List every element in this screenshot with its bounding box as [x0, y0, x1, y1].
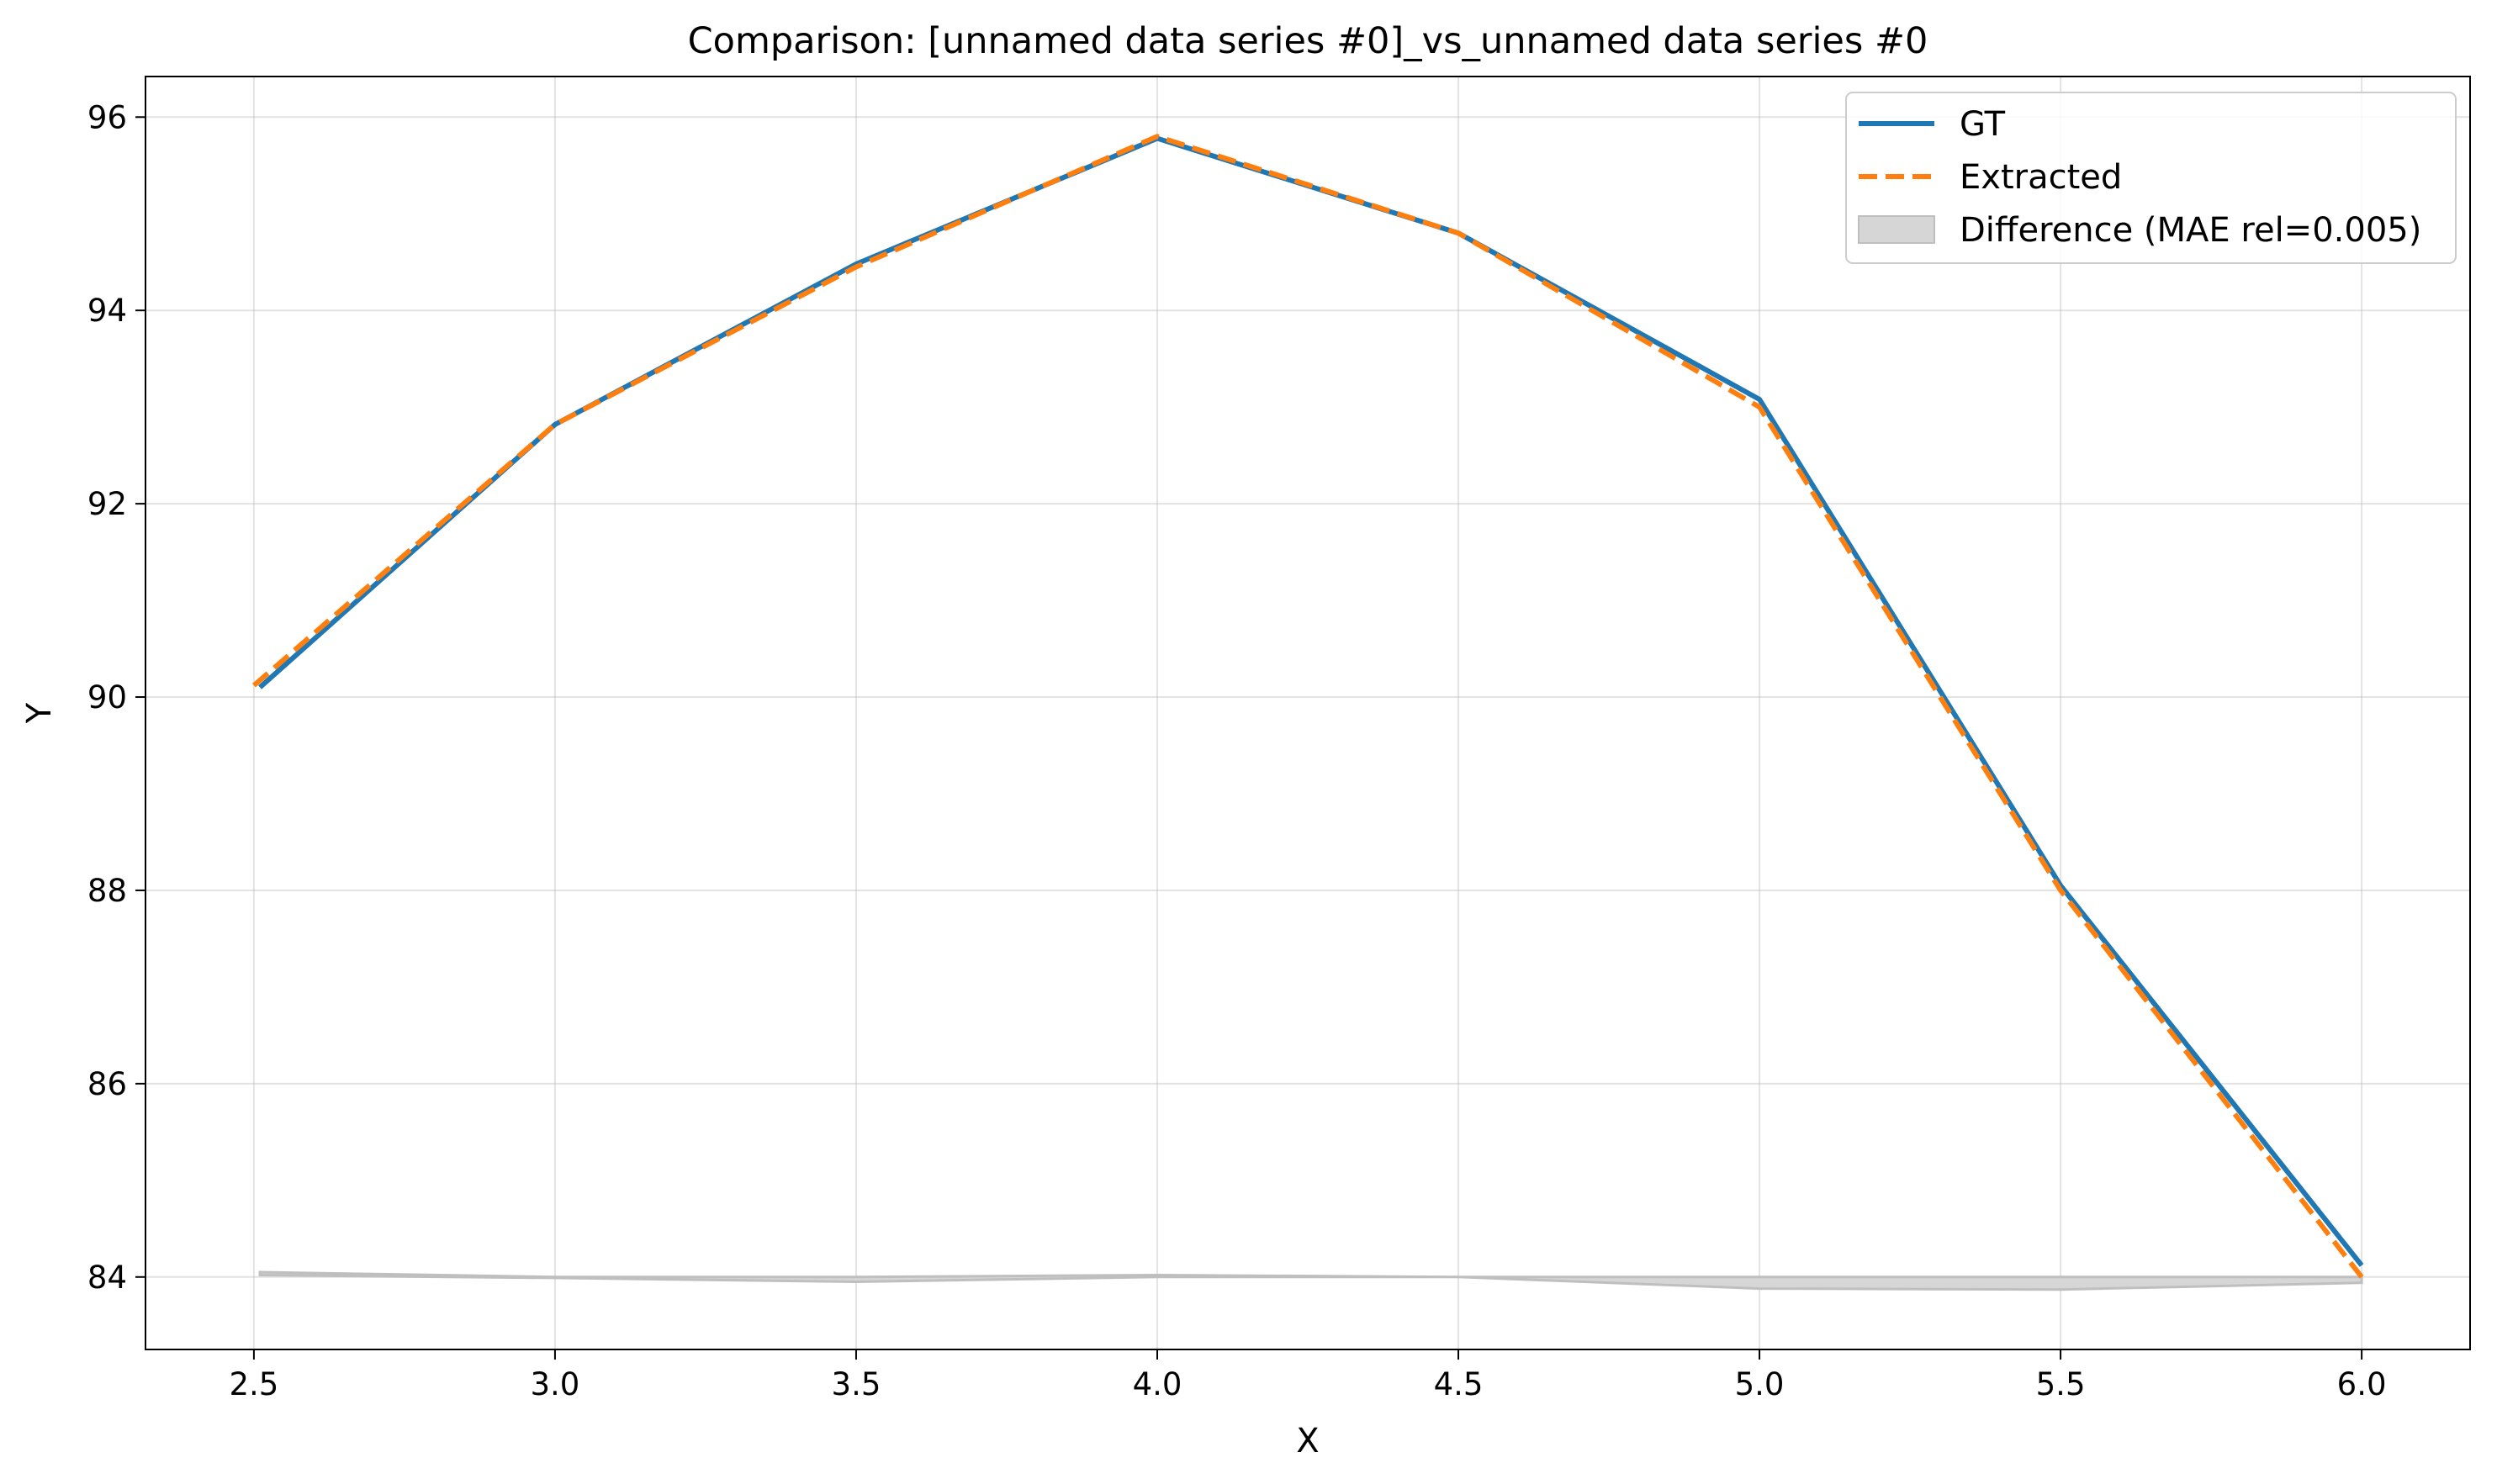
legend-label-gt: GT — [1960, 105, 2006, 144]
chart-title: Comparison: [unnamed data series #0]_vs_… — [688, 20, 1928, 62]
series-layer — [251, 134, 2364, 1279]
x-tick-label: 2.5 — [229, 1366, 278, 1402]
legend-box — [1845, 92, 2457, 264]
x-tick-label: 4.5 — [1434, 1366, 1484, 1402]
x-axis-label: X — [1296, 1422, 1319, 1460]
legend-swatch-difference — [1858, 215, 1935, 244]
x-tick-label: 5.0 — [1735, 1366, 1785, 1402]
y-tick-label: 86 — [87, 1066, 127, 1102]
plot-frame — [145, 76, 2471, 1350]
x-axis-ticks: 2.5 3.0 3.5 4.0 4.5 5.0 5.5 6.0 — [229, 1349, 2387, 1402]
legend-label-extracted: Extracted — [1960, 158, 2122, 197]
x-tick-label: 4.0 — [1133, 1366, 1182, 1402]
difference-layer — [258, 1270, 2363, 1291]
legend: GT Extracted Difference (MAE rel=0.005) — [1845, 92, 2457, 264]
x-tick-label: 6.0 — [2337, 1366, 2387, 1402]
y-tick-label: 84 — [87, 1260, 127, 1296]
x-tick-label: 3.5 — [832, 1366, 881, 1402]
x-tick-label: 5.5 — [2036, 1366, 2086, 1402]
difference-band — [258, 1270, 2363, 1291]
y-axis-label: Y — [20, 702, 59, 724]
y-tick-label: 96 — [87, 99, 127, 135]
y-tick-label: 94 — [87, 293, 127, 329]
y-tick-label: 90 — [87, 679, 127, 716]
x-tick-label: 3.0 — [531, 1366, 580, 1402]
y-tick-label: 92 — [87, 486, 127, 522]
y-tick-label: 88 — [87, 873, 127, 909]
series-line-extracted — [251, 134, 2364, 1279]
y-axis-ticks: 84 86 88 90 92 94 96 — [87, 99, 145, 1296]
legend-label-difference: Difference (MAE rel=0.005) — [1960, 211, 2421, 250]
